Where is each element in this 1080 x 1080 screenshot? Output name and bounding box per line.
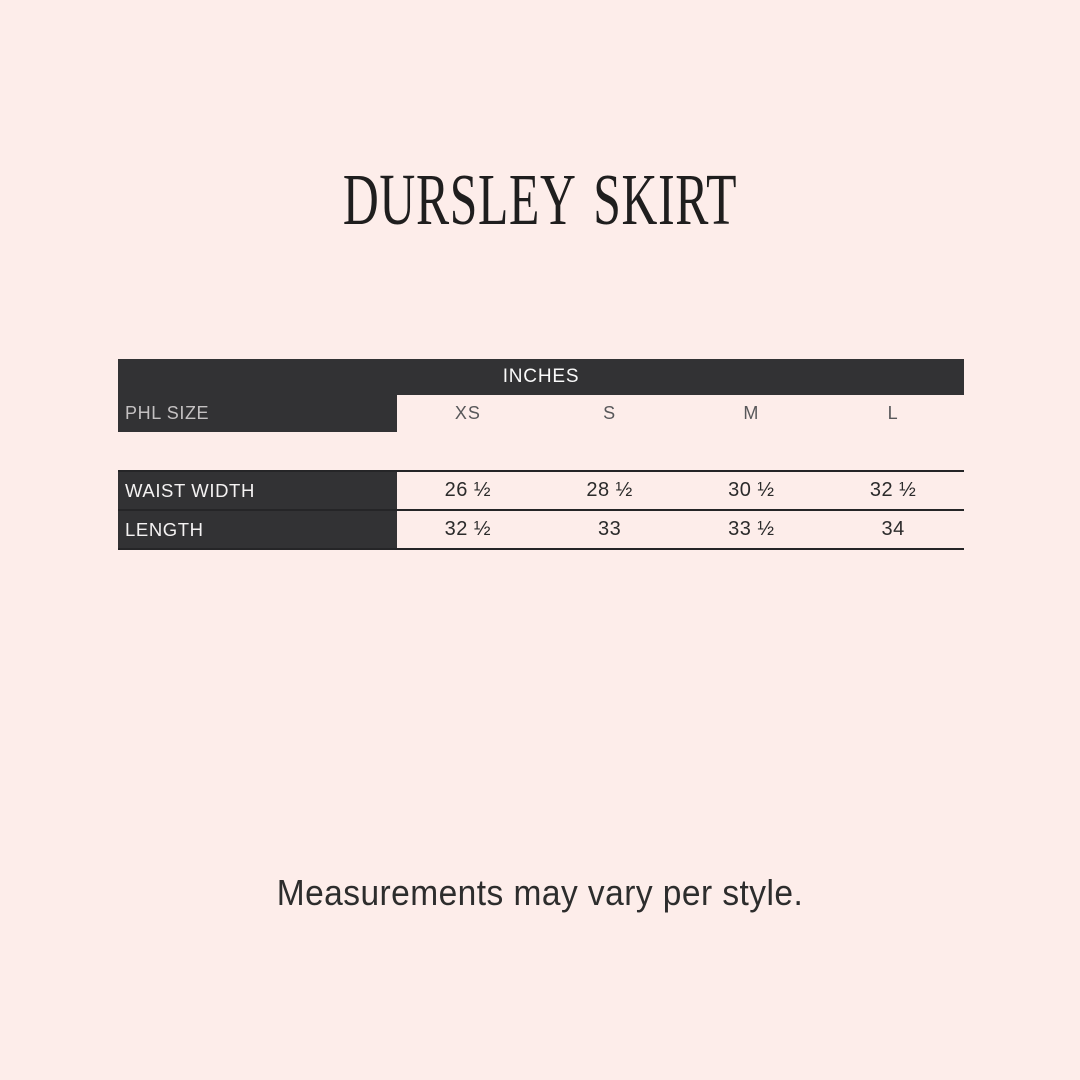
table-row-waist-width: WAIST WIDTH 26 ½ 28 ½ 30 ½ 32 ½: [118, 470, 964, 509]
length-m: 33 ½: [728, 518, 775, 540]
waist-width-l: 32 ½: [869, 479, 917, 501]
size-col-s: S: [603, 403, 617, 423]
size-header-row: PHL SIZE XS S M L: [118, 395, 964, 432]
product-title: DURSLEY SKIRT: [342, 159, 738, 240]
waist-width-m: 30 ½: [728, 479, 775, 501]
size-chart-table: INCHES PHL SIZE XS S M L WAIST WIDTH 26 …: [118, 359, 964, 550]
length-s: 33: [598, 518, 622, 540]
size-col-l: L: [887, 403, 899, 423]
row-label-waist-width: WAIST WIDTH: [118, 472, 397, 509]
waist-width-s: 28 ½: [586, 479, 633, 501]
size-col-xs: XS: [454, 403, 481, 423]
row-label-length: LENGTH: [118, 511, 397, 548]
footnote: Measurements may vary per style.: [276, 872, 804, 913]
row-values-waist-width: 26 ½ 28 ½ 30 ½ 32 ½: [397, 472, 964, 509]
size-col-m: M: [743, 403, 760, 423]
waist-width-xs: 26 ½: [444, 479, 492, 501]
size-row-label: PHL SIZE: [118, 395, 397, 432]
table-row-length: LENGTH 32 ½ 33 33 ½ 34: [118, 509, 964, 548]
length-xs: 32 ½: [444, 518, 492, 540]
table-bottom-rule: [118, 548, 964, 550]
table-spacer: [118, 432, 964, 470]
row-values-length: 32 ½ 33 33 ½ 34: [397, 511, 964, 548]
length-l: 34: [881, 518, 905, 540]
unit-header: INCHES: [118, 359, 964, 395]
size-columns: XS S M L: [397, 395, 964, 432]
